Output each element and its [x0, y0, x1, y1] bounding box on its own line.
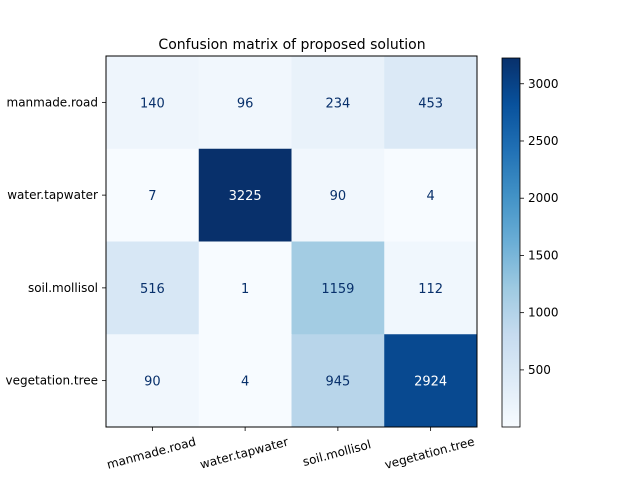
- heatmap-cell: [291, 56, 385, 150]
- cell-value-label: 4: [426, 189, 434, 204]
- colorbar-tick-label: 2500: [528, 134, 559, 148]
- colorbar-gradient: [501, 57, 521, 428]
- cell-value-label: 1: [241, 282, 249, 297]
- x-tick-label: soil.mollisol: [301, 437, 372, 469]
- heatmap-cell: [106, 56, 200, 150]
- heatmap-cell: [198, 334, 292, 428]
- colorbar: 500 1000 1500 2000 2500 3000: [501, 57, 559, 428]
- colorbar-tick-label: 2000: [528, 191, 559, 205]
- cell-value-label: 234: [325, 96, 350, 111]
- colorbar-tick-label: 1000: [528, 306, 559, 320]
- cell-annotations: 140 96 234 453 7 3225 90 4 516 1 1159 112 90 4 945 2924: [140, 96, 447, 389]
- chart-title: Confusion matrix of proposed solution: [158, 37, 425, 53]
- cell-value-label: 90: [144, 375, 161, 390]
- x-tick-label: vegetation.tree: [383, 434, 476, 471]
- colorbar-tick-label: 500: [528, 363, 551, 377]
- x-tick-label: water.tapwater: [198, 435, 289, 472]
- cell-value-label: 140: [140, 96, 165, 111]
- heatmap-cell: [198, 148, 292, 242]
- cell-value-label: 96: [237, 96, 254, 111]
- cell-value-label: 7: [148, 189, 156, 204]
- heatmap-cell: [384, 148, 478, 242]
- cell-value-label: 453: [418, 96, 443, 111]
- cell-value-label: 1159: [321, 282, 354, 297]
- y-tick-label: vegetation.tree: [6, 374, 98, 388]
- y-tick-label: soil.mollisol: [28, 281, 98, 295]
- heatmap-cell: [384, 241, 478, 335]
- cell-value-label: 112: [418, 282, 443, 297]
- heatmap-cell: [291, 148, 385, 242]
- heatmap-cell: [106, 148, 200, 242]
- heatmap-cell: [106, 241, 200, 335]
- heatmap-cell: [198, 56, 292, 150]
- x-tick-label: manmade.road: [105, 435, 197, 472]
- cell-value-label: 4: [241, 375, 249, 390]
- cell-value-label: 2924: [414, 375, 447, 390]
- cell-value-label: 90: [330, 189, 347, 204]
- colorbar-tick-label: 3000: [528, 77, 559, 91]
- cell-value-label: 945: [325, 375, 350, 390]
- heatmap-cell: [384, 334, 478, 428]
- cell-value-label: 3225: [229, 189, 262, 204]
- y-tick-label: manmade.road: [7, 95, 99, 109]
- heatmap-cell: [198, 241, 292, 335]
- heatmap-cell: [291, 334, 385, 428]
- colorbar-tick-label: 1500: [528, 248, 559, 262]
- cell-value-label: 516: [140, 282, 165, 297]
- heatmap-cell: [384, 56, 478, 150]
- heatmap-cells: [106, 56, 478, 428]
- heatmap-cell: [291, 241, 385, 335]
- matrix-frame: [105, 55, 478, 428]
- heatmap-cell: [106, 334, 200, 428]
- y-tick-label: water.tapwater: [7, 188, 98, 202]
